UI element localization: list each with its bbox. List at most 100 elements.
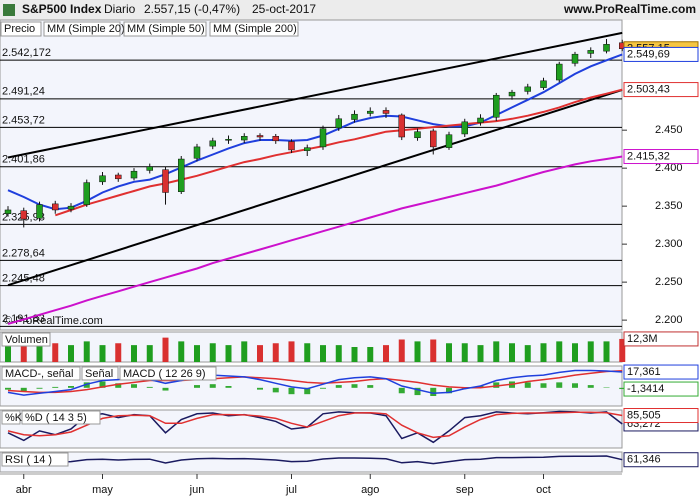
indicator-bar [131, 384, 137, 388]
indicator-bar [587, 385, 594, 388]
indicator-bar [36, 345, 43, 362]
indicator-bar [52, 386, 59, 388]
rsi-panel [0, 451, 623, 473]
indicator-bar [430, 339, 437, 362]
x-tick-label: jun [189, 484, 205, 496]
candle-body [304, 147, 311, 151]
indicator-bar [351, 347, 358, 362]
x-tick-label: ago [361, 484, 379, 496]
trendline [7, 88, 623, 287]
indicator-bar [99, 381, 106, 388]
last-value-box [623, 82, 699, 98]
candle-body [20, 210, 27, 220]
indicator-bar [209, 384, 216, 388]
indicator-bar [257, 387, 263, 390]
panel-legend: Volumen [5, 334, 48, 346]
x-tick-label: sep [456, 484, 474, 496]
indicator-line [7, 411, 623, 439]
x-tick-label: may [92, 484, 113, 496]
candle-body [130, 170, 138, 179]
panel-legend: MACD ( 12 26 9) [123, 368, 206, 380]
level-label: 2.278,64 [2, 247, 45, 259]
candle-body [477, 117, 484, 123]
candle-body [603, 44, 610, 52]
indicator-bar [335, 385, 342, 388]
candle-body [571, 53, 579, 64]
indicator-bar [146, 386, 153, 388]
y-tick-label: 2.450 [655, 124, 683, 136]
app-icon [3, 4, 15, 16]
indicator-bar [288, 387, 295, 395]
indicator-bar [304, 343, 311, 362]
candle-body [351, 113, 358, 120]
candle-body [445, 134, 453, 148]
indicator-bar [146, 345, 153, 362]
header-bar [0, 0, 700, 20]
panel-legend-box [81, 366, 119, 381]
indicator-bar [430, 387, 437, 396]
indicator-bar [304, 387, 311, 395]
indicator-bar [320, 345, 326, 362]
trendline [7, 31, 623, 159]
panel-legend-box [1, 332, 51, 347]
date: 25-oct-2017 [252, 2, 316, 16]
last-value-label: 17,361 [627, 366, 661, 378]
y-tick-label: 2.250 [655, 276, 683, 288]
x-tick-label: jul [285, 484, 297, 496]
last-value-box [623, 149, 699, 165]
last-value-box [623, 452, 699, 468]
candle-body [162, 169, 169, 193]
indicator-bar [257, 345, 263, 362]
price-panel [0, 19, 623, 331]
last-value-box [623, 331, 699, 347]
indicator-bar [115, 343, 122, 362]
indicator-bar [493, 382, 500, 388]
indicator-bar [131, 345, 137, 362]
panel-legend-box [1, 410, 21, 425]
x-tick-label: oct [536, 484, 551, 496]
indicator-bar [509, 343, 515, 362]
y-tick-label: 2.300 [655, 238, 683, 250]
indicator-bar [398, 387, 405, 394]
level-label: 2.453,72 [2, 114, 45, 126]
indicator-bar [194, 385, 200, 388]
indicator-bar [162, 337, 169, 362]
indicator-line [7, 369, 623, 396]
indicator-bar [178, 341, 185, 362]
panel-legend: MACD-, señal [5, 368, 73, 380]
candle-body [430, 130, 437, 148]
candle-body [540, 80, 547, 88]
indicator-line [7, 370, 623, 394]
indicator-bar [477, 386, 484, 388]
last-value-box [623, 46, 699, 62]
indicator-bar [367, 385, 374, 388]
y-tick-label: 2.350 [655, 200, 683, 212]
last-value-box [623, 364, 699, 380]
indicator-bar [5, 387, 11, 390]
indicator-line [7, 455, 623, 465]
indicator-bar [241, 341, 248, 362]
panel-legend-box [1, 452, 69, 467]
indicator-bar [524, 382, 531, 388]
candle-body [4, 209, 12, 214]
candle-body [83, 182, 90, 205]
indicator-bar [68, 345, 74, 362]
panel-legend-box [119, 366, 217, 381]
candle-body [398, 114, 405, 138]
candle-body [508, 91, 516, 97]
last-value-label: 61,346 [627, 454, 661, 466]
level-label: 2.491,24 [2, 86, 45, 98]
indicator-bar [619, 338, 626, 362]
indicator-bar [587, 341, 594, 362]
level-label: 2.245,48 [2, 272, 45, 284]
indicator-bar [556, 341, 563, 362]
moving-average [54, 88, 623, 217]
indicator-bar [367, 347, 374, 362]
last-value-box [623, 408, 699, 424]
candle-body [288, 141, 295, 151]
indicator-bar [225, 386, 232, 388]
last-value-label: 85,505 [627, 409, 661, 421]
last-value-label: 2.549,69 [627, 48, 670, 60]
indicator-bar [477, 345, 484, 362]
last-value-box [623, 381, 699, 397]
